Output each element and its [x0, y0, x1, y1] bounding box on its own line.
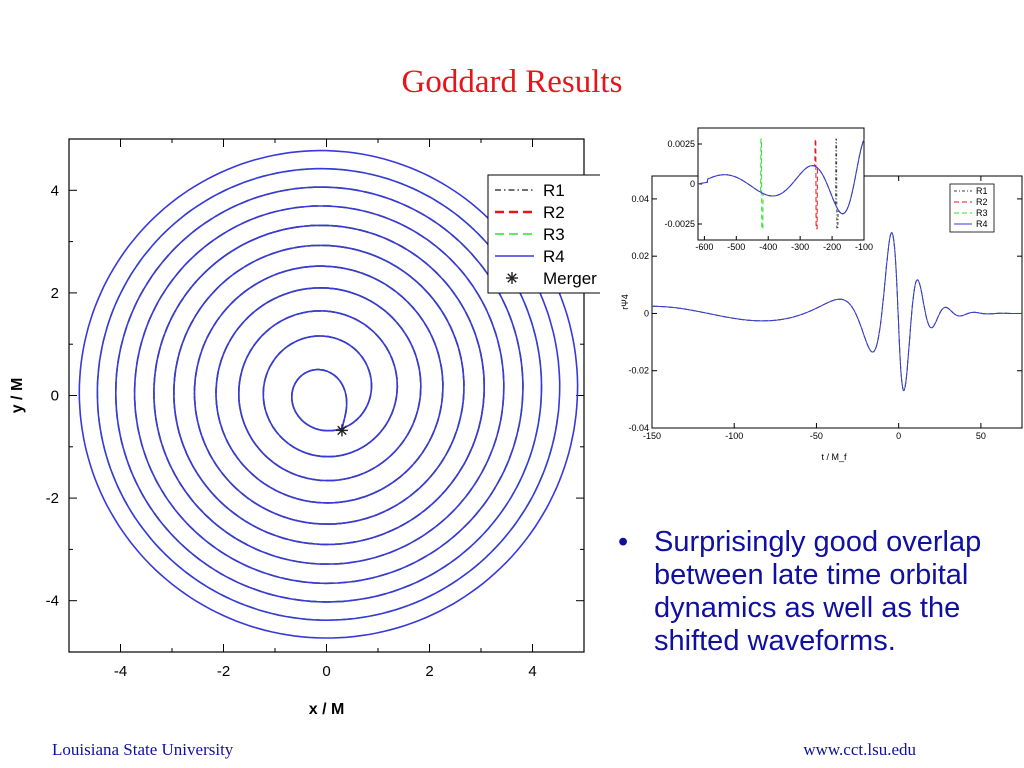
orbit-legend-label: R1 — [543, 181, 565, 200]
bullet-text: Surprisingly good overlap between late t… — [654, 526, 982, 657]
orbit-legend: R1 R2 R3 R4 Merger — [487, 174, 600, 294]
x-tick-label: -2 — [217, 663, 230, 680]
inset-y-tick-label: 0.0025 — [667, 139, 695, 149]
wave-x-tick-label: -100 — [725, 431, 743, 441]
merger-marker — [335, 424, 348, 437]
wave-x-tick-label: 0 — [896, 431, 901, 441]
wave-legend-label: R4 — [976, 219, 988, 229]
orbit-legend-label: R2 — [543, 203, 565, 222]
wave-r1 — [652, 232, 1022, 392]
wave-r4 — [652, 232, 1022, 392]
wave-x-tick-label: -50 — [810, 431, 823, 441]
wave-legend-label: R3 — [976, 208, 988, 218]
orbit-legend-label: R4 — [543, 247, 565, 266]
y-tick-label: 4 — [51, 182, 59, 199]
inset-x-tick-label: -600 — [695, 242, 713, 252]
x-tick-label: -4 — [114, 663, 127, 680]
orbit-r4 — [78, 149, 579, 639]
x-tick-label: 4 — [528, 663, 536, 680]
footer-url: www.cct.lsu.edu — [803, 740, 916, 759]
x-axis-label: x / M — [309, 701, 345, 718]
inset-y-tick-label: -0.0025 — [664, 219, 695, 229]
wave-r3 — [652, 232, 1022, 392]
wave-y-tick-label: -0.02 — [628, 366, 649, 376]
inset-x-tick-label: -500 — [727, 242, 745, 252]
bullet-mark: • — [618, 526, 629, 558]
y-tick-label: -2 — [46, 490, 59, 507]
inset-x-tick-label: -100 — [855, 242, 873, 252]
slide-title: Goddard Results — [401, 64, 623, 100]
y-tick-label: 2 — [51, 285, 59, 302]
footer-university: Louisiana State University — [52, 740, 234, 759]
wave-y-axis-label: rΨ4 — [620, 294, 630, 310]
inset-x-tick-label: -300 — [791, 242, 809, 252]
orbit-legend-label: Merger — [543, 269, 597, 288]
y-axis-label: y / M — [9, 378, 26, 414]
merger-star-stroke — [507, 273, 517, 283]
x-tick-label: 0 — [322, 663, 330, 680]
orbit-legend-box — [487, 174, 600, 294]
wave-x-axis-label: t / M_f — [821, 452, 847, 462]
wave-r2 — [652, 232, 1022, 392]
wave-y-tick-label: 0.04 — [631, 194, 649, 204]
orbit-chart: -4 -2 0 2 4 -4 -2 0 2 4 x / M y / M R1 R2 R3 R4 Merger — [9, 138, 600, 718]
inset-x-tick-label: -400 — [759, 242, 777, 252]
wave-legend-label: R1 — [976, 186, 988, 196]
wave-legend-label: R2 — [976, 197, 988, 207]
orbit-legend-merger-swatch — [506, 272, 518, 284]
y-tick-label: 0 — [51, 388, 59, 405]
wave-y-tick-label: 0.02 — [631, 251, 649, 261]
y-tick-label: -4 — [46, 593, 59, 610]
inset-frame — [697, 127, 865, 241]
inset-wave-r4 — [697, 139, 865, 215]
wave-y-tick-label: -0.04 — [628, 423, 649, 433]
inset-y-tick-label: 0 — [690, 179, 695, 189]
inset-x-tick-label: -200 — [823, 242, 841, 252]
wave-y-tick-label: 0 — [644, 308, 649, 318]
wave-x-tick-label: -150 — [643, 431, 661, 441]
wave-x-tick-label: 50 — [976, 431, 986, 441]
x-tick-label: 2 — [425, 663, 433, 680]
orbit-legend-label: R3 — [543, 225, 565, 244]
merger-star-stroke — [337, 425, 347, 436]
